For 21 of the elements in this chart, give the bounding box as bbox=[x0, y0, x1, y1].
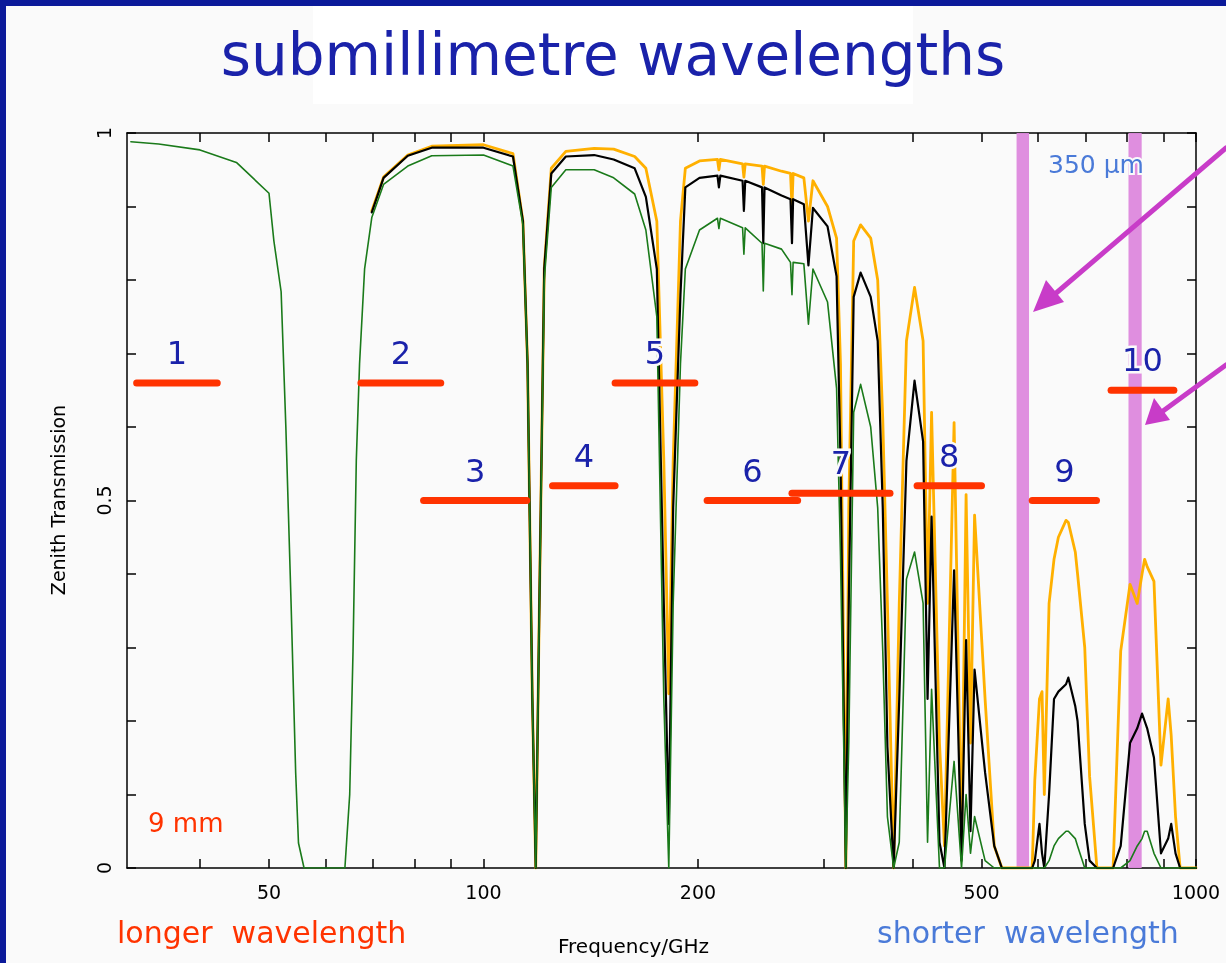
y-tick-label: 0 bbox=[92, 861, 115, 875]
x-tick-label: 500 bbox=[963, 880, 1000, 903]
y-axis-title: Zenith Transmission bbox=[47, 404, 69, 596]
x-tick-label: 200 bbox=[679, 880, 717, 903]
x-tick-label: 1000 bbox=[1171, 880, 1221, 903]
y-tick-label: 1 bbox=[92, 126, 115, 140]
x-tick-label: 100 bbox=[465, 880, 502, 903]
series-label: 10 bbox=[1122, 341, 1163, 380]
series-label: 3 bbox=[464, 451, 486, 490]
y-tick-label: 0.5 bbox=[92, 485, 115, 516]
series-label: 4 bbox=[573, 436, 594, 475]
text: shorter wavelength bbox=[877, 914, 1179, 950]
chart-title: submillimetre wavelengths bbox=[220, 21, 1006, 89]
series-label: 2 bbox=[390, 333, 412, 372]
annotation: 9 mm bbox=[148, 808, 224, 838]
text: longer wavelength bbox=[117, 914, 407, 950]
series-label: 6 bbox=[742, 451, 763, 490]
x-tick-label: 50 bbox=[256, 880, 282, 903]
x-axis-title: Frequency/GHz bbox=[558, 934, 710, 958]
series-label: 1 bbox=[166, 333, 188, 372]
series-label: 9 bbox=[1054, 451, 1075, 490]
